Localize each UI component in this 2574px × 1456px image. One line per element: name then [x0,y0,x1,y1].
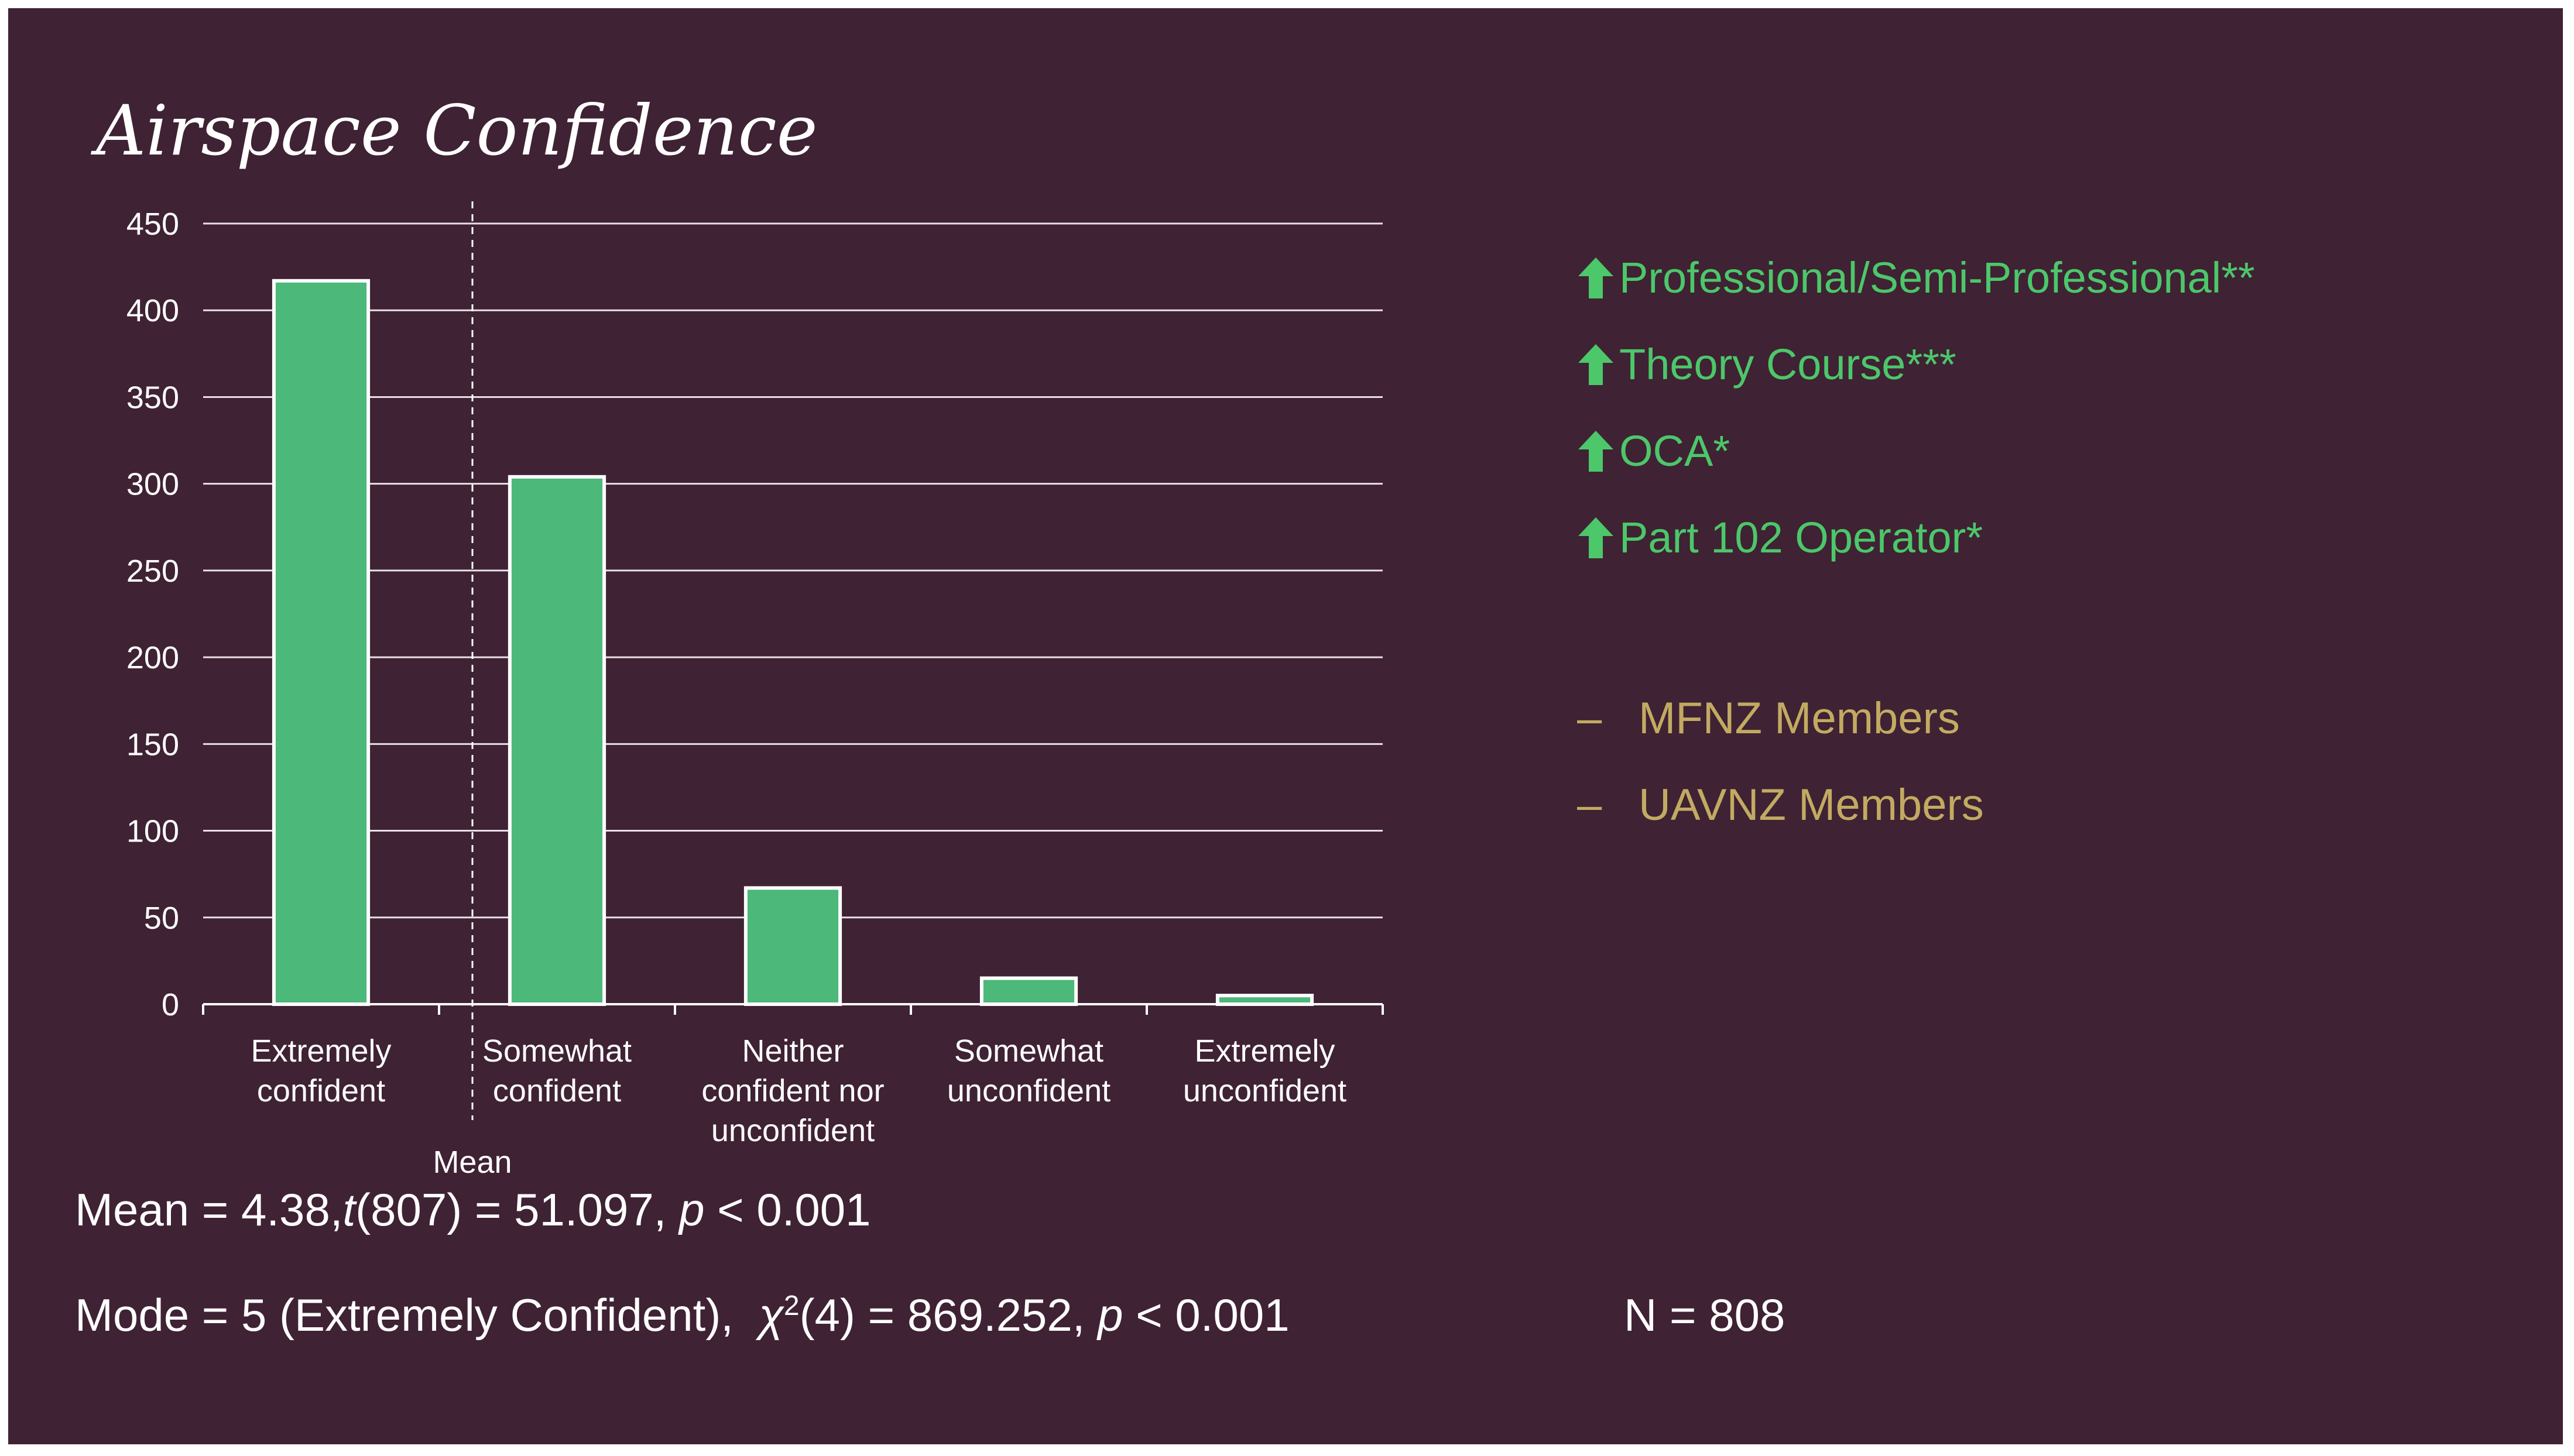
bar [743,886,842,1006]
chi-superscript: 2 [783,1290,800,1321]
y-tick-label: 150 [126,727,179,762]
dash-marker: – [1577,693,1602,743]
y-tick-label: 300 [126,467,179,502]
p-value-mode: < 0.001 [1136,1289,1290,1341]
x-category-label: Somewhat confident [482,1033,632,1108]
x-axis-category-labels: Extremely confident Somewhat confident Neith… [251,1033,1346,1148]
up-arrow-icon [1578,344,1613,385]
bar [1215,994,1314,1006]
member-group-item: – UAVNZ Members [1577,779,1984,830]
up-arrow-icon [1578,257,1613,298]
sample-size: N = 808 [1624,1289,1785,1341]
y-tick-label: 450 [126,207,179,242]
mode-statistic: Mode = 5 (Extremely Confident), χ2(4) = … [75,1289,1290,1342]
y-axis-ticks: 0 50 100 150 200 250 300 350 400 450 [126,207,179,1022]
y-tick-label: 200 [126,640,179,675]
t-symbol: t [342,1184,356,1235]
x-category-label: Neither confident nor unconfident [701,1033,884,1148]
up-arrow-icon [1578,517,1613,558]
significance-item: Professional/Semi-Professional** [1577,253,2255,303]
mean-marker: Mean [433,201,512,1180]
slide: Airspace Confidence 0 50 100 150 200 250 300 35… [8,8,2563,1444]
bar [979,976,1078,1006]
significance-item: Theory Course*** [1577,339,1956,389]
significance-item: Part 102 Operator* [1577,513,1983,562]
significance-label: Professional/Semi-Professional** [1619,253,2255,302]
mean-text: Mean = 4.38, [75,1184,343,1235]
y-tick-label: 350 [126,380,179,415]
p-symbol: p [679,1184,705,1235]
x-axis [202,1003,1384,1015]
up-arrow-icon [1578,430,1613,472]
bar-chart: 0 50 100 150 200 250 300 350 400 450 Mean Extreme… [126,201,1384,1180]
significance-label: Theory Course*** [1619,340,1956,389]
p-symbol-mode: p [1098,1289,1123,1341]
y-tick-label: 400 [126,293,179,328]
bar [508,475,606,1006]
bar [272,279,371,1006]
x-category-label: Extremely confident [251,1033,391,1108]
chi-value: (4) = 869.252, [799,1289,1085,1341]
t-value: (807) = 51.097, [355,1184,667,1235]
x-category-label: Extremely unconfident [1183,1033,1346,1108]
gridlines [203,222,1383,919]
member-group-item: – MFNZ Members [1577,693,1960,744]
significance-label: OCA* [1619,427,1730,475]
y-tick-label: 50 [144,901,179,936]
bars [272,279,1314,1006]
mean-statistic: Mean = 4.38,t(807) = 51.097, p < 0.001 [75,1183,871,1237]
x-category-label: Somewhat unconfident [947,1033,1111,1108]
y-tick-label: 100 [126,814,179,849]
chart-title: Airspace Confidence [96,90,818,171]
mean-label: Mean [433,1145,512,1180]
member-group-label: UAVNZ Members [1639,780,1984,830]
y-tick-label: 250 [126,554,179,589]
mode-text: Mode = 5 (Extremely Confident), [75,1289,734,1341]
chi-symbol: χ [759,1289,784,1341]
dash-marker: – [1577,780,1602,830]
significance-label: Part 102 Operator* [1619,513,1983,562]
p-value: < 0.001 [717,1184,871,1235]
significance-item: OCA* [1577,426,1730,476]
member-group-label: MFNZ Members [1639,693,1960,743]
y-tick-label: 0 [162,987,179,1022]
